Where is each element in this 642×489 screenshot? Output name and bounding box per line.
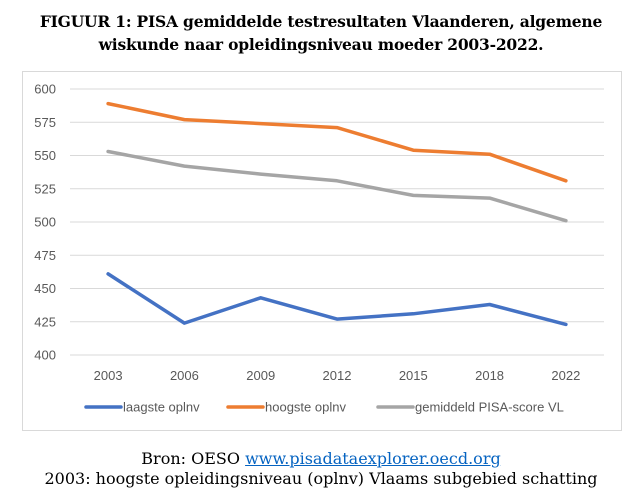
x-tick-label: 2009 [246, 368, 275, 383]
x-tick-label: 2018 [475, 368, 504, 383]
y-tick-label: 600 [34, 82, 56, 97]
source-line: Bron: OESO www.pisadataexplorer.oecd.org [0, 449, 642, 469]
series-line-1 [108, 104, 566, 181]
legend: laagste oplnv hoogste oplnv gemiddeld PISA… [86, 400, 564, 415]
x-axis-ticks: 2003 2006 2009 2012 2015 2018 2022 [94, 368, 581, 383]
legend-label-2: gemiddeld PISA-score VL [415, 400, 564, 415]
y-axis-ticks: 400 425 450 475 500 525 550 575 600 [34, 82, 56, 363]
y-tick-label: 400 [34, 348, 56, 363]
x-tick-label: 2003 [94, 368, 123, 383]
x-tick-label: 2006 [170, 368, 199, 383]
x-tick-label: 2022 [551, 368, 580, 383]
y-tick-label: 575 [34, 115, 56, 130]
series-lines [108, 104, 566, 325]
x-tick-label: 2012 [323, 368, 352, 383]
source-link[interactable]: www.pisadataexplorer.oecd.org [245, 449, 501, 468]
y-tick-label: 425 [34, 314, 56, 329]
y-tick-label: 450 [34, 281, 56, 296]
y-tick-label: 525 [34, 181, 56, 196]
footnote: 2003: hoogste opleidingsniveau (oplnv) V… [0, 469, 642, 489]
legend-label-0: laagste oplnv [123, 400, 200, 415]
y-tick-label: 475 [34, 248, 56, 263]
source-prefix: Bron: OESO [141, 449, 245, 468]
y-tick-label: 500 [34, 215, 56, 230]
series-line-2 [108, 152, 566, 221]
x-tick-label: 2015 [399, 368, 428, 383]
series-line-0 [108, 274, 566, 325]
legend-label-1: hoogste oplnv [265, 400, 346, 415]
y-tick-label: 550 [34, 148, 56, 163]
